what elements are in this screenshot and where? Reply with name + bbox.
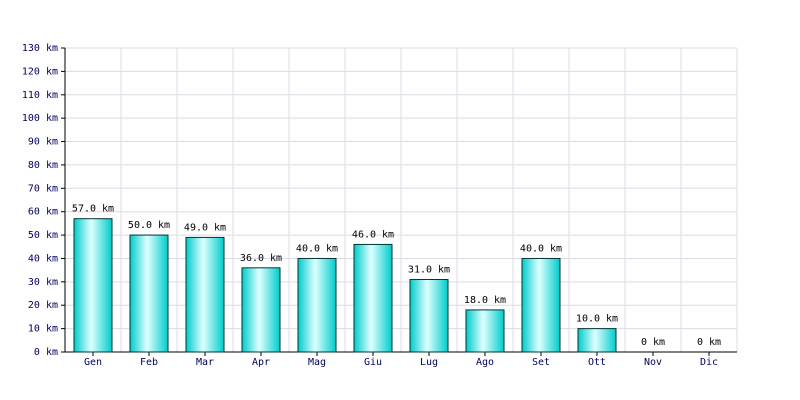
value-label: 31.0 km bbox=[408, 265, 450, 276]
value-label: 10.0 km bbox=[576, 314, 618, 325]
bar bbox=[297, 257, 337, 353]
y-tick-label: 0 km bbox=[34, 347, 58, 358]
x-tick-label: Gen bbox=[84, 357, 102, 368]
x-tick-label: Ott bbox=[588, 357, 606, 368]
x-tick-label: Ago bbox=[476, 357, 494, 368]
y-tick-label: 110 km bbox=[22, 90, 58, 101]
y-tick-label: 40 km bbox=[28, 253, 58, 264]
value-label: 50.0 km bbox=[128, 220, 170, 231]
value-label: 40.0 km bbox=[520, 243, 562, 254]
value-label: 0 km bbox=[697, 337, 721, 348]
bar bbox=[521, 257, 561, 353]
y-tick-label: 100 km bbox=[22, 113, 58, 124]
bar bbox=[73, 218, 113, 353]
y-tick-label: 20 km bbox=[28, 300, 58, 311]
y-tick-label: 90 km bbox=[28, 137, 58, 148]
x-tick-label: Feb bbox=[140, 357, 158, 368]
x-tick-label: Mar bbox=[196, 357, 214, 368]
y-tick-label: 70 km bbox=[28, 183, 58, 194]
y-tick-label: 130 km bbox=[22, 43, 58, 54]
x-tick-label: Nov bbox=[644, 357, 662, 368]
value-label: 40.0 km bbox=[296, 243, 338, 254]
y-tick-label: 10 km bbox=[28, 324, 58, 335]
y-tick-label: 50 km bbox=[28, 230, 58, 241]
bar bbox=[185, 236, 225, 353]
value-label: 46.0 km bbox=[352, 229, 394, 240]
bar bbox=[129, 234, 169, 353]
value-label: 36.0 km bbox=[240, 253, 282, 264]
bar bbox=[353, 243, 393, 353]
bar bbox=[577, 328, 617, 353]
y-tick-label: 80 km bbox=[28, 160, 58, 171]
x-tick-label: Dic bbox=[700, 357, 718, 368]
x-tick-label: Set bbox=[532, 357, 550, 368]
x-tick-label: Lug bbox=[420, 357, 438, 368]
value-label: 18.0 km bbox=[464, 295, 506, 306]
value-label: 49.0 km bbox=[184, 222, 226, 233]
x-tick-label: Apr bbox=[252, 357, 270, 368]
y-tick-label: 60 km bbox=[28, 207, 58, 218]
value-label: 0 km bbox=[641, 337, 665, 348]
bar bbox=[465, 309, 505, 353]
value-label: 57.0 km bbox=[72, 204, 114, 215]
x-tick-label: Giu bbox=[364, 357, 382, 368]
y-tick-label: 30 km bbox=[28, 277, 58, 288]
bar bbox=[409, 279, 449, 353]
bar bbox=[241, 267, 281, 353]
x-tick-label: Mag bbox=[308, 357, 326, 368]
y-tick-label: 120 km bbox=[22, 66, 58, 77]
